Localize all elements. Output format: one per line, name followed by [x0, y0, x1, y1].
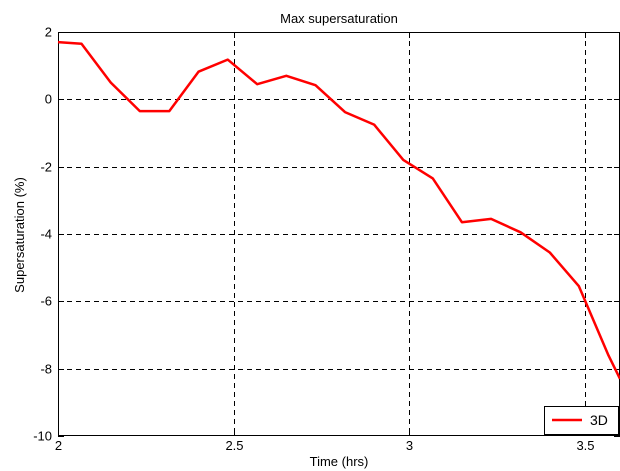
x-tick-label: 3: [406, 438, 413, 453]
x-tick-label: 2: [55, 438, 62, 453]
y-tick-label: 0: [45, 92, 52, 107]
y-tick-label: -6: [40, 294, 52, 309]
tick-labels: 2 2.5 3 3.5 2 0 -2 -4 -6 -8 -10: [33, 25, 594, 454]
series-line-3D: [57, 40, 620, 380]
grid: [58, 32, 620, 436]
y-tick-label: -2: [40, 160, 52, 175]
y-axis-label: Supersaturation (%): [12, 177, 27, 293]
series-group: [57, 40, 620, 380]
y-tick-label: -8: [40, 362, 52, 377]
axis-ticks: [58, 32, 620, 437]
y-tick-label: 2: [45, 25, 52, 40]
y-tick-label: -4: [40, 227, 52, 242]
legend-label: 3D: [590, 412, 608, 428]
y-tick-label: -10: [33, 429, 52, 444]
x-tick-label: 2.5: [225, 438, 243, 453]
chart-title: Max supersaturation: [280, 11, 398, 26]
legend: 3D: [544, 406, 619, 435]
x-axis-label: Time (hrs): [310, 454, 369, 469]
x-tick-label: 3.5: [576, 438, 594, 453]
